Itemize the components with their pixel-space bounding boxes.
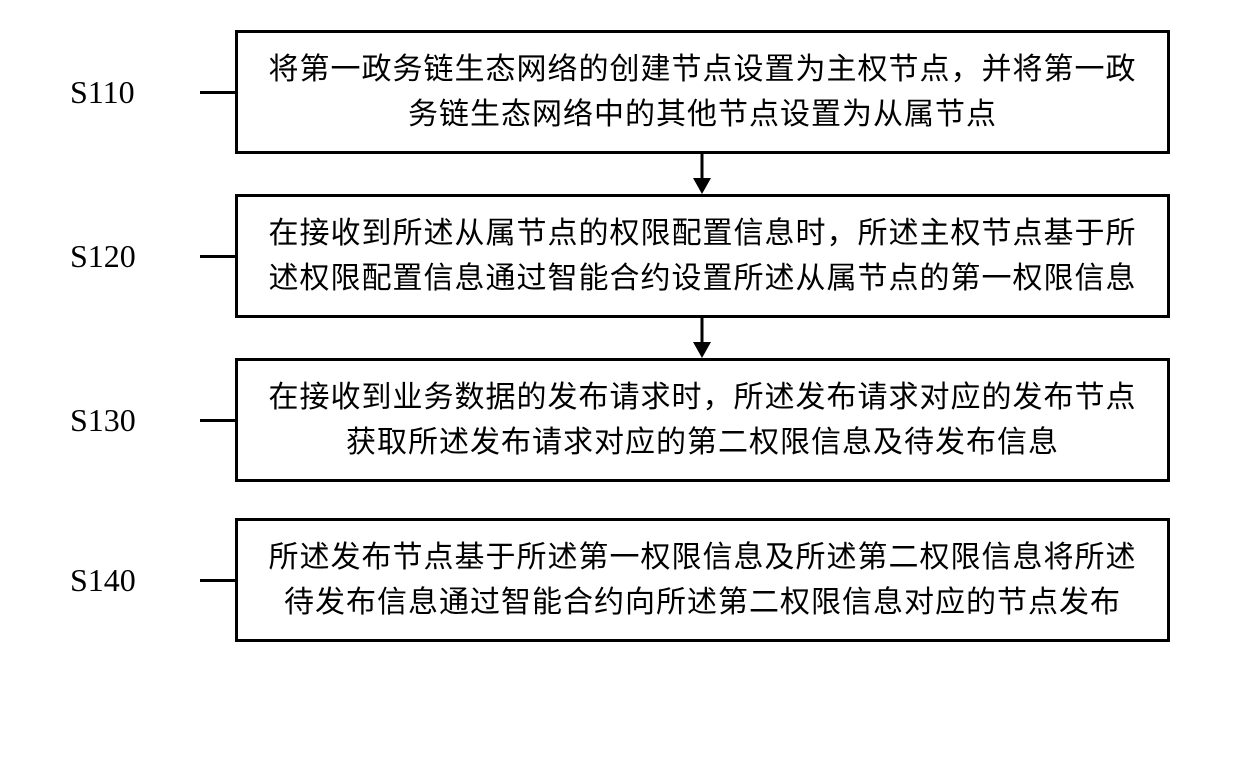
flowchart-container: S110 将第一政务链生态网络的创建节点设置为主权节点，并将第一政务链生态网络中… (70, 30, 1170, 642)
gap-s130-s140 (70, 482, 1170, 518)
step-text-s110: 将第一政务链生态网络的创建节点设置为主权节点，并将第一政务链生态网络中的其他节点… (260, 47, 1145, 137)
step-box-s110: 将第一政务链生态网络的创建节点设置为主权节点，并将第一政务链生态网络中的其他节点… (235, 30, 1170, 154)
step-text-s130: 在接收到业务数据的发布请求时，所述发布请求对应的发布节点获取所述发布请求对应的第… (260, 375, 1145, 465)
step-label-s120: S120 (70, 238, 200, 275)
step-s120: S120 在接收到所述从属节点的权限配置信息时，所述主权节点基于所述权限配置信息… (70, 194, 1170, 318)
step-box-s120: 在接收到所述从属节点的权限配置信息时，所述主权节点基于所述权限配置信息通过智能合… (235, 194, 1170, 318)
step-box-s140: 所述发布节点基于所述第一权限信息及所述第二权限信息将所述待发布信息通过智能合约向… (235, 518, 1170, 642)
connector-s110 (200, 91, 235, 94)
arrow-down-icon (235, 154, 1170, 194)
arrow-down-icon (235, 318, 1170, 358)
step-label-s130: S130 (70, 402, 200, 439)
step-text-s120: 在接收到所述从属节点的权限配置信息时，所述主权节点基于所述权限配置信息通过智能合… (260, 211, 1145, 301)
step-text-s140: 所述发布节点基于所述第一权限信息及所述第二权限信息将所述待发布信息通过智能合约向… (260, 535, 1145, 625)
step-s140: S140 所述发布节点基于所述第一权限信息及所述第二权限信息将所述待发布信息通过… (70, 518, 1170, 642)
step-label-s110: S110 (70, 74, 200, 111)
step-s130: S130 在接收到业务数据的发布请求时，所述发布请求对应的发布节点获取所述发布请… (70, 358, 1170, 482)
step-s110: S110 将第一政务链生态网络的创建节点设置为主权节点，并将第一政务链生态网络中… (70, 30, 1170, 154)
connector-s130 (200, 419, 235, 422)
arrow-s110-s120 (70, 154, 1170, 194)
connector-s120 (200, 255, 235, 258)
connector-s140 (200, 579, 235, 582)
step-box-s130: 在接收到业务数据的发布请求时，所述发布请求对应的发布节点获取所述发布请求对应的第… (235, 358, 1170, 482)
arrow-s120-s130 (70, 318, 1170, 358)
step-label-s140: S140 (70, 562, 200, 599)
